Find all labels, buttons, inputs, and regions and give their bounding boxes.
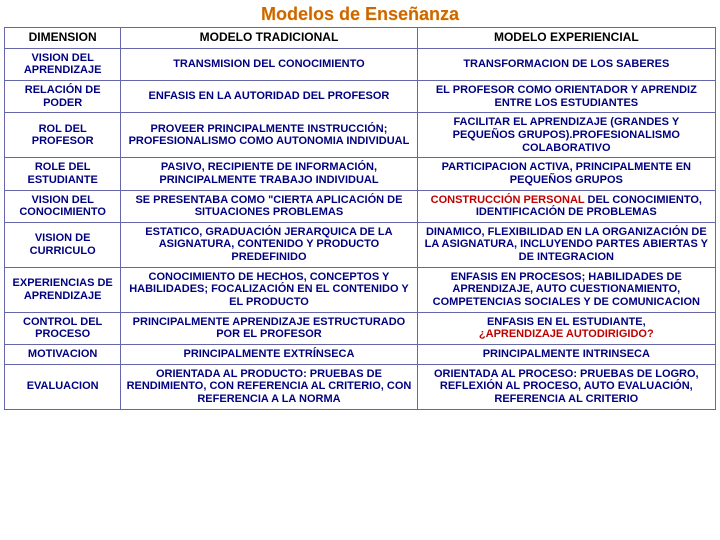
col-header-tradicional: MODELO TRADICIONAL	[121, 28, 417, 49]
experiencial-cell: ENFASIS EN PROCESOS; HABILIDADES DE APRE…	[417, 267, 715, 312]
experiencial-cell: EL PROFESOR COMO ORIENTADOR Y APRENDIZ E…	[417, 81, 715, 113]
dimension-cell: VISION DEL APRENDIZAJE	[5, 48, 121, 80]
experiencial-cell: TRANSFORMACION DE LOS SABERES	[417, 48, 715, 80]
dimension-cell: VISION DE CURRICULO	[5, 222, 121, 267]
table-row: VISION DEL CONOCIMIENTOSE PRESENTABA COM…	[5, 190, 716, 222]
table-row: EVALUACIONORIENTADA AL PRODUCTO: PRUEBAS…	[5, 364, 716, 409]
page-title: Modelos de Enseñanza	[4, 4, 716, 25]
tradicional-cell: SE PRESENTABA COMO "CIERTA APLICACIÓN DE…	[121, 190, 417, 222]
dimension-cell: RELACIÓN DE PODER	[5, 81, 121, 113]
table-header-row: DIMENSION MODELO TRADICIONAL MODELO EXPE…	[5, 28, 716, 49]
experiencial-cell: CONSTRUCCIÓN PERSONAL DEL CONOCIMIENTO, …	[417, 190, 715, 222]
experiencial-cell: ORIENTADA AL PROCESO: PRUEBAS DE LOGRO, …	[417, 364, 715, 409]
col-header-dimension: DIMENSION	[5, 28, 121, 49]
experiencial-cell: DINAMICO, FLEXIBILIDAD EN LA ORGANIZACIÓ…	[417, 222, 715, 267]
dimension-cell: VISION DEL CONOCIMIENTO	[5, 190, 121, 222]
tradicional-cell: TRANSMISION DEL CONOCIMIENTO	[121, 48, 417, 80]
tradicional-cell: PASIVO, RECIPIENTE DE INFORMACIÓN, PRINC…	[121, 158, 417, 190]
tradicional-cell: ORIENTADA AL PRODUCTO: PRUEBAS DE RENDIM…	[121, 364, 417, 409]
experiencial-cell: ENFASIS EN EL ESTUDIANTE, ¿APRENDIZAJE A…	[417, 312, 715, 344]
tradicional-cell: PRINCIPALMENTE EXTRÍNSECA	[121, 344, 417, 364]
dimension-cell: CONTROL DEL PROCESO	[5, 312, 121, 344]
dimension-cell: EXPERIENCIAS DE APRENDIZAJE	[5, 267, 121, 312]
tradicional-cell: PRINCIPALMENTE APRENDIZAJE ESTRUCTURADO …	[121, 312, 417, 344]
table-row: VISION DE CURRICULOESTATICO, GRADUACIÓN …	[5, 222, 716, 267]
table-row: VISION DEL APRENDIZAJETRANSMISION DEL CO…	[5, 48, 716, 80]
col-header-experiencial: MODELO EXPERIENCIAL	[417, 28, 715, 49]
dimension-cell: ROL DEL PROFESOR	[5, 113, 121, 158]
table-row: EXPERIENCIAS DE APRENDIZAJECONOCIMIENTO …	[5, 267, 716, 312]
table-row: CONTROL DEL PROCESOPRINCIPALMENTE APREND…	[5, 312, 716, 344]
experiencial-cell: FACILITAR EL APRENDIZAJE (GRANDES Y PEQU…	[417, 113, 715, 158]
experiencial-cell: PARTICIPACION ACTIVA, PRINCIPALMENTE EN …	[417, 158, 715, 190]
dimension-cell: EVALUACION	[5, 364, 121, 409]
tradicional-cell: ESTATICO, GRADUACIÓN JERARQUICA DE LA AS…	[121, 222, 417, 267]
table-row: ROLE DEL ESTUDIANTEPASIVO, RECIPIENTE DE…	[5, 158, 716, 190]
tradicional-cell: PROVEER PRINCIPALMENTE INSTRUCCIÓN; PROF…	[121, 113, 417, 158]
table-row: RELACIÓN DE PODERENFASIS EN LA AUTORIDAD…	[5, 81, 716, 113]
dimension-cell: MOTIVACION	[5, 344, 121, 364]
comparison-table: DIMENSION MODELO TRADICIONAL MODELO EXPE…	[4, 27, 716, 410]
dimension-cell: ROLE DEL ESTUDIANTE	[5, 158, 121, 190]
table-row: ROL DEL PROFESORPROVEER PRINCIPALMENTE I…	[5, 113, 716, 158]
tradicional-cell: ENFASIS EN LA AUTORIDAD DEL PROFESOR	[121, 81, 417, 113]
tradicional-cell: CONOCIMIENTO DE HECHOS, CONCEPTOS Y HABI…	[121, 267, 417, 312]
experiencial-cell: PRINCIPALMENTE INTRINSECA	[417, 344, 715, 364]
table-row: MOTIVACIONPRINCIPALMENTE EXTRÍNSECAPRINC…	[5, 344, 716, 364]
